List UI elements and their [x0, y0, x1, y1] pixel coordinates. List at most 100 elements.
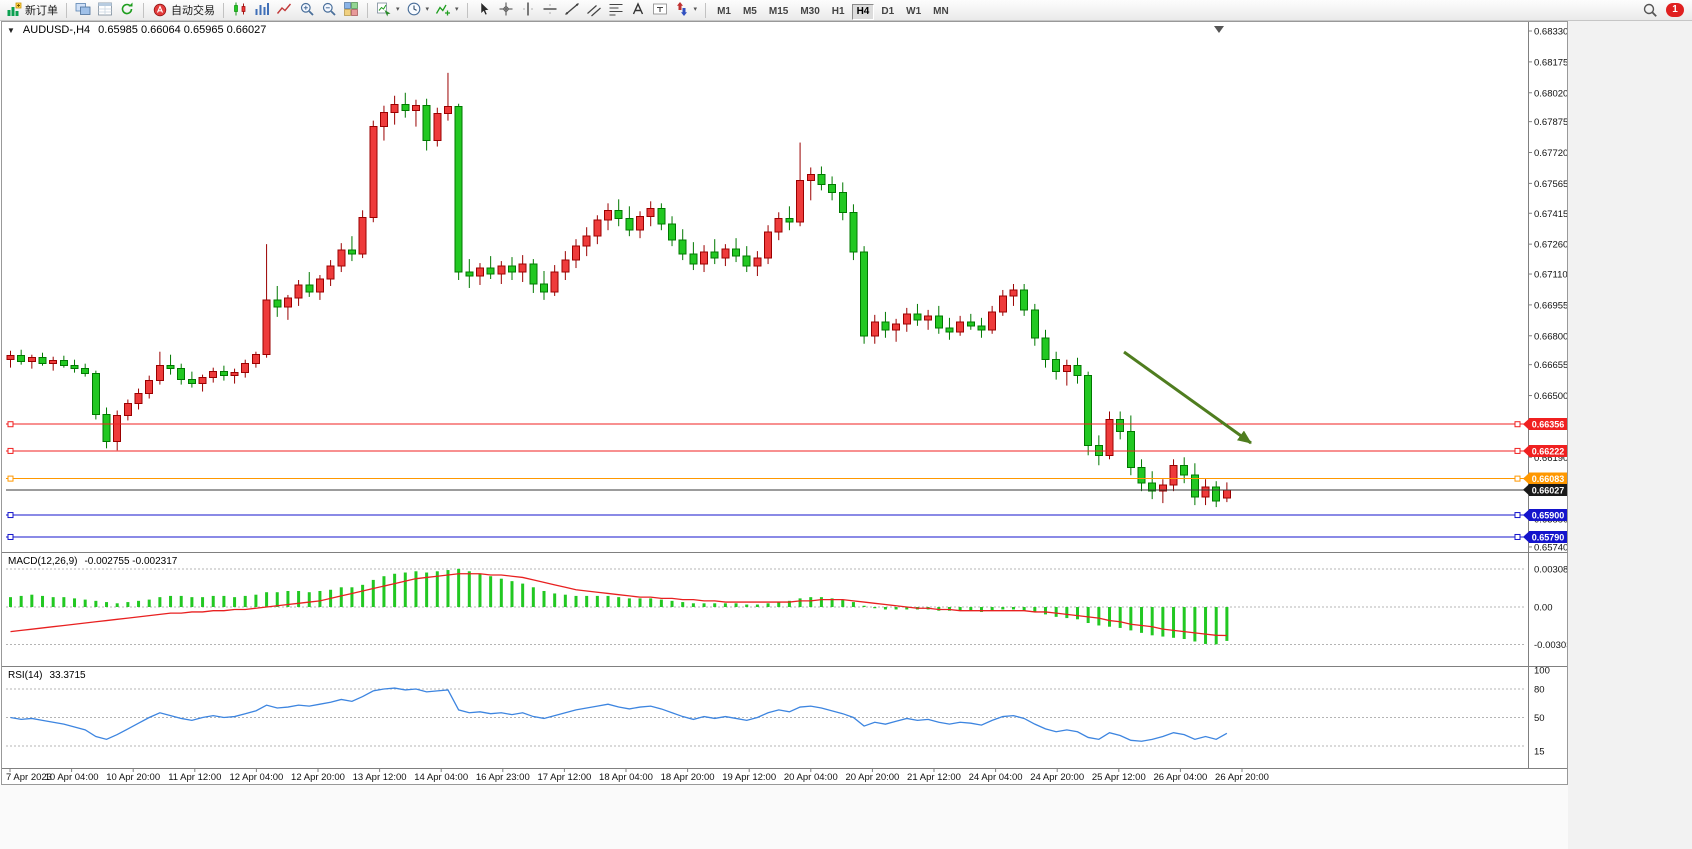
toolbar: 新订单 自动交易 ▾ ▾ ▾ ▾ M1 M5 M15 M30 H1 H4 D1 W1 MN 1: [0, 0, 1692, 21]
svg-text:26 Apr 20:00: 26 Apr 20:00: [1215, 772, 1269, 783]
indicators-button[interactable]: ▾: [432, 0, 462, 21]
chevron-down-icon[interactable]: ▾: [425, 6, 430, 14]
chart-canvas[interactable]: 0.68330 0.68175 0.68020 0.67875 0.67720 0.675…: [2, 22, 1567, 784]
price-tag: [1529, 472, 1567, 485]
svg-text:7 Apr 2023: 7 Apr 2023: [6, 772, 52, 783]
search-icon[interactable]: [1642, 2, 1658, 18]
svg-text:0.67565: 0.67565: [1534, 179, 1567, 190]
trend-arrow-annotation[interactable]: [1123, 350, 1252, 445]
zoom-out-button[interactable]: [318, 0, 340, 21]
data-window-icon[interactable]: [97, 1, 113, 17]
line-handle: [7, 447, 14, 454]
price-tag: [1529, 530, 1567, 543]
vline-button[interactable]: [517, 0, 539, 21]
vline-icon[interactable]: [520, 1, 536, 17]
toolbar-separator: [143, 2, 144, 18]
text-button[interactable]: [627, 0, 649, 21]
crosshair-button[interactable]: [495, 0, 517, 21]
auto-trading-label: 自动交易: [171, 5, 215, 17]
macd-title: MACD(12,26,9): [8, 556, 78, 567]
trendline-icon[interactable]: [564, 1, 580, 17]
svg-text:0.66500: 0.66500: [1534, 391, 1567, 402]
zoom-out-icon[interactable]: [321, 1, 337, 17]
indicators-icon[interactable]: [435, 1, 451, 17]
chart-shift-marker[interactable]: [1214, 26, 1224, 33]
text-icon[interactable]: [630, 1, 646, 17]
timeframe-H4[interactable]: H4: [851, 3, 875, 20]
bar-chart-button[interactable]: [251, 0, 273, 21]
notification-badge[interactable]: 1: [1666, 3, 1684, 17]
svg-text:14 Apr 04:00: 14 Apr 04:00: [414, 772, 468, 783]
auto-trading-button[interactable]: 自动交易: [149, 0, 218, 22]
line-handle: [1514, 512, 1521, 519]
svg-text:15: 15: [1534, 746, 1545, 757]
svg-text:18 Apr 04:00: 18 Apr 04:00: [599, 772, 653, 783]
label-button[interactable]: [649, 0, 671, 21]
new-chart-button[interactable]: ▾: [373, 0, 403, 21]
periods-button[interactable]: ▾: [403, 0, 433, 21]
svg-text:0.68330: 0.68330: [1534, 27, 1567, 38]
svg-text:20 Apr 20:00: 20 Apr 20:00: [845, 772, 899, 783]
svg-text:17 Apr 12:00: 17 Apr 12:00: [537, 772, 591, 783]
timeframe-button-group: M1 M5 M15 M30 H1 H4 D1 W1 MN: [711, 1, 955, 20]
new-order-button[interactable]: 新订单: [3, 0, 61, 22]
toolbar-separator: [367, 2, 368, 18]
line-chart-icon[interactable]: [276, 1, 292, 17]
bar-chart-icon[interactable]: [254, 1, 270, 17]
svg-text:0.66800: 0.66800: [1534, 331, 1567, 342]
svg-text:0.67720: 0.67720: [1534, 148, 1567, 159]
fibo-icon[interactable]: [608, 1, 624, 17]
arrows-icon[interactable]: [674, 1, 690, 17]
label-icon[interactable]: [652, 1, 668, 17]
macd-values: -0.002755 -0.002317: [84, 556, 178, 567]
channel-icon[interactable]: [586, 1, 602, 17]
timeframe-M5[interactable]: M5: [742, 5, 757, 17]
zoom-in-button[interactable]: [296, 0, 318, 21]
trendline-button[interactable]: [561, 0, 583, 21]
chart-profile-icon[interactable]: [75, 1, 91, 17]
crosshair-icon[interactable]: [498, 1, 514, 17]
timeframe-D1[interactable]: D1: [881, 5, 895, 17]
timeframe-H1[interactable]: H1: [831, 5, 845, 17]
timeframe-M1[interactable]: M1: [717, 5, 731, 17]
strategy-refresh-icon[interactable]: [119, 1, 135, 17]
zoom-in-icon[interactable]: [299, 1, 315, 17]
line-handle: [1514, 533, 1521, 540]
new-chart-icon[interactable]: [376, 1, 392, 17]
hline-button[interactable]: [539, 0, 561, 21]
price-tag: [1529, 483, 1567, 496]
timeframe-W1[interactable]: W1: [906, 5, 922, 17]
svg-text:80: 80: [1534, 685, 1545, 696]
svg-text:10 Apr 20:00: 10 Apr 20:00: [106, 772, 160, 783]
chart-collapse-icon[interactable]: ▼: [7, 25, 15, 35]
chart-window[interactable]: 0.68330 0.68175 0.68020 0.67875 0.67720 0.675…: [1, 21, 1568, 785]
cursor-icon[interactable]: [476, 1, 492, 17]
svg-text:0.66222: 0.66222: [1532, 446, 1565, 456]
timeframe-MN[interactable]: MN: [933, 5, 949, 17]
line-handle: [7, 475, 14, 482]
cursor-button[interactable]: [473, 0, 495, 21]
tile-windows-button[interactable]: [340, 0, 362, 21]
data-window-button[interactable]: [94, 0, 116, 21]
candle-chart-button[interactable]: [229, 0, 251, 21]
channel-button[interactable]: [583, 0, 605, 21]
chevron-down-icon[interactable]: ▾: [693, 6, 698, 14]
chevron-down-icon[interactable]: ▾: [455, 6, 459, 14]
toolbar-separator: [705, 2, 707, 18]
candle-chart-icon[interactable]: [232, 1, 248, 17]
tile-windows-icon[interactable]: [343, 1, 359, 17]
strategy-refresh-button[interactable]: [116, 0, 138, 21]
arrows-button[interactable]: ▾: [671, 0, 701, 21]
timeframe-M30[interactable]: M30: [800, 5, 820, 17]
fibo-button[interactable]: [605, 0, 627, 21]
timeframe-M15[interactable]: M15: [768, 5, 789, 17]
svg-text:12 Apr 20:00: 12 Apr 20:00: [291, 772, 345, 783]
symbol-period-title: AUDUSD-,H4: [22, 24, 91, 36]
chevron-down-icon[interactable]: ▾: [396, 6, 400, 14]
line-chart-button[interactable]: [273, 0, 295, 21]
hline-icon[interactable]: [542, 1, 558, 17]
chart-profile-button[interactable]: [72, 0, 94, 21]
periods-icon[interactable]: [406, 1, 422, 17]
horizontal-level-lines[interactable]: 0.66356 0.66222 0.66083 0.65900 0.65790: [6, 418, 1567, 543]
